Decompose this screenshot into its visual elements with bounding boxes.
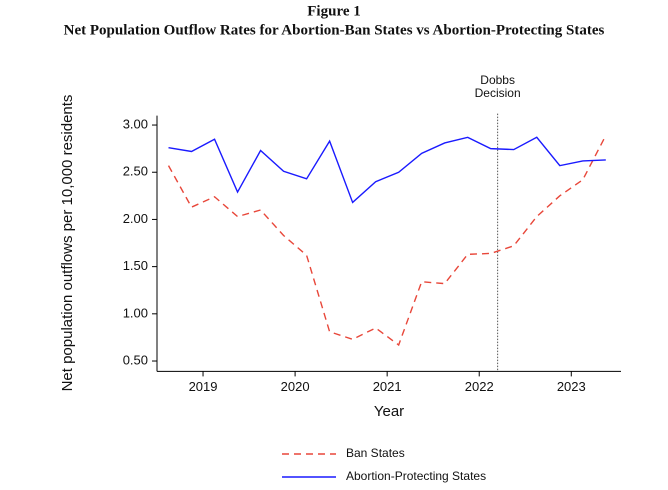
x-tick-label: 2020 <box>281 379 310 394</box>
x-tick-label: 2022 <box>465 379 494 394</box>
y-tick-label: 2.50 <box>123 164 148 179</box>
x-tick-label: 2019 <box>189 379 218 394</box>
x-tick-label: 2021 <box>373 379 402 394</box>
series-line <box>168 136 606 204</box>
chart-title: Figure 1 <box>307 3 360 19</box>
y-axis-label: Net population outflows per 10,000 resid… <box>59 95 76 392</box>
y-tick-label: 0.50 <box>123 352 148 367</box>
legend-label: Abortion-Protecting States <box>346 469 486 483</box>
x-tick-label: 2023 <box>557 379 586 394</box>
y-tick-label: 3.00 <box>123 116 148 131</box>
y-tick-label: 1.00 <box>123 305 148 320</box>
y-tick-label: 1.50 <box>123 258 148 273</box>
annotation-text: Dobbs <box>480 73 515 87</box>
y-tick-label: 2.00 <box>123 211 148 226</box>
series-line <box>167 135 607 347</box>
chart-subtitle: Net Population Outflow Rates for Abortio… <box>64 22 605 38</box>
x-axis-label: Year <box>374 403 404 420</box>
annotation-text: Decision <box>475 86 521 100</box>
legend-label: Ban States <box>346 446 405 460</box>
